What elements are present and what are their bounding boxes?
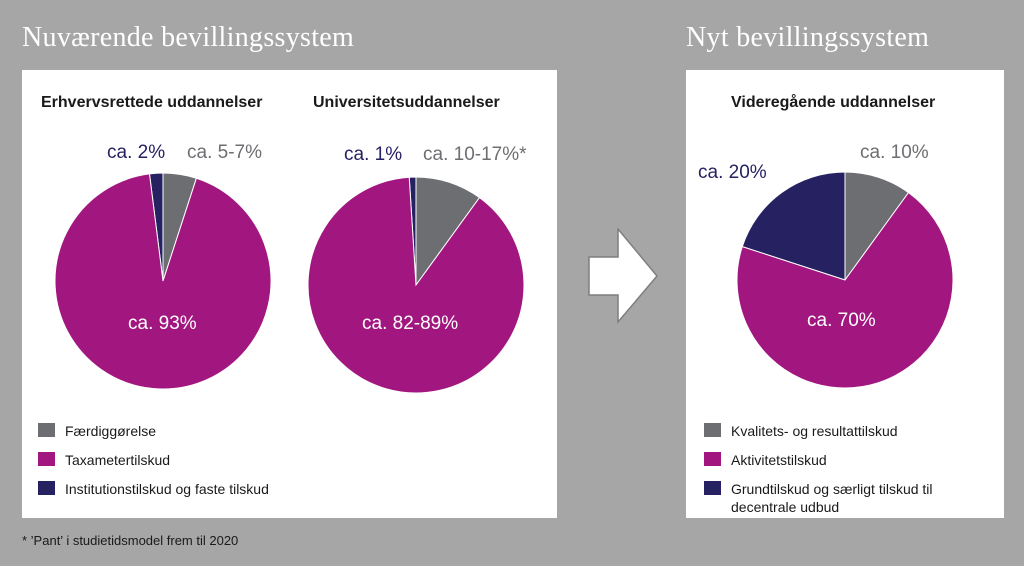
legend-swatch-grey (38, 423, 55, 437)
legend-item: Aktivitetstilskud (704, 451, 994, 469)
legend-label: Kvalitets- og resultattilskud (731, 423, 898, 439)
slice-label-uni-faerdiggoerelse: ca. 10-17%* (423, 144, 527, 165)
pie-slice (54, 173, 272, 390)
slice-label-uni-institution: ca. 1% (344, 144, 403, 165)
pie-chart-erhvervsrettede (54, 172, 272, 390)
heading-new-system: Nyt bevillingssystem (686, 22, 930, 53)
arrow-right-icon (588, 228, 658, 324)
legend-new: Kvalitets- og resultattilskud Aktivitets… (704, 422, 994, 527)
legend-swatch-navy (38, 481, 55, 495)
legend-swatch-magenta (704, 452, 721, 466)
heading-current-system: Nuværende bevillingssystem (22, 22, 355, 53)
legend-label: Institutionstilskud og faste tilskud (65, 481, 269, 497)
chart-title-erhvervsrettede: Erhvervsrettede uddannelser (41, 94, 263, 111)
legend-swatch-navy (704, 481, 721, 495)
legend-label: Taxametertilskud (65, 452, 171, 468)
pie-chart-universitet (307, 176, 525, 394)
legend-item: Kvalitets- og resultattilskud (704, 422, 994, 440)
legend-item: Færdiggørelse (38, 422, 269, 440)
slice-label-uni-taxameter: ca. 82-89% (362, 313, 459, 334)
new-system-panel: Videregående uddannelser ca. 20% ca. 10%… (686, 70, 1004, 518)
slice-label-vid-aktivitet: ca. 70% (807, 310, 876, 331)
legend-swatch-magenta (38, 452, 55, 466)
pie-chart-videregaaende (736, 171, 954, 389)
pie-slice (741, 171, 846, 281)
legend-swatch-grey (704, 423, 721, 437)
slice-label-erhv-faerdiggoerelse: ca. 5-7% (187, 142, 262, 163)
legend-item: Grundtilskud og særligt tilskud til dece… (704, 480, 994, 516)
legend-label: Grundtilskud og særligt tilskud til dece… (731, 481, 933, 515)
legend-item: Taxametertilskud (38, 451, 269, 469)
pie-slice (736, 191, 954, 389)
pie-slice (307, 176, 525, 394)
slice-label-vid-grundtilskud: ca. 20% (698, 162, 767, 183)
legend-current: Færdiggørelse Taxametertilskud Instituti… (38, 422, 269, 509)
legend-item: Institutionstilskud og faste tilskud (38, 480, 269, 498)
chart-title-universitet: Universitetsuddannelser (313, 94, 500, 111)
footnote: * ’Pant’ i studietidsmodel frem til 2020 (22, 533, 239, 548)
legend-label: Færdiggørelse (65, 423, 157, 439)
current-system-panel: Erhvervsrettede uddannelser Universitets… (22, 70, 557, 518)
chart-title-videregaaende: Videregående uddannelser (731, 94, 936, 111)
slice-label-erhv-institution: ca. 2% (107, 142, 166, 163)
slice-label-erhv-taxameter: ca. 93% (128, 313, 197, 334)
legend-label: Aktivitetstilskud (731, 452, 827, 468)
slice-label-vid-kvalitet: ca. 10% (860, 142, 929, 163)
